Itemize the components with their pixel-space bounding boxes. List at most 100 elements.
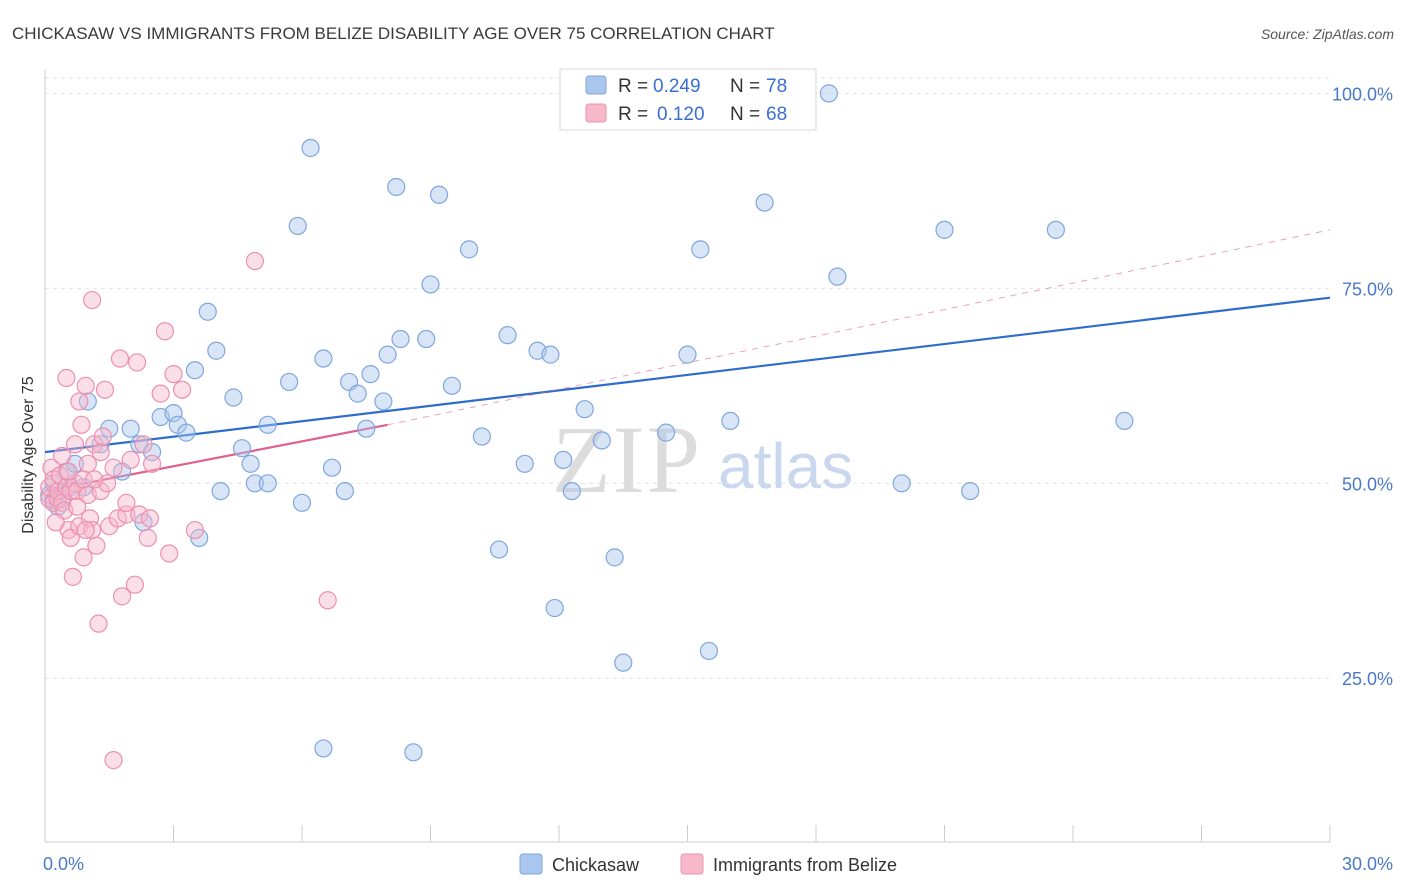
point-chickasaw-37 — [314, 739, 333, 758]
point-chickasaw-32 — [280, 372, 299, 392]
top-legend: R = 0.249 N = 78 R = 0.120 N = 68 — [559, 68, 817, 131]
bottom-legend-label-chickasaw: Chickasaw — [552, 855, 640, 875]
point-chickasaw-30 — [258, 415, 277, 434]
point-chickasaw-36 — [314, 349, 333, 368]
point-chickasaw-71 — [721, 411, 740, 431]
point-belize-35 — [93, 427, 112, 446]
x-tick-labels: 0.0% 30.0% — [43, 854, 1393, 874]
point-chickasaw-54 — [472, 427, 491, 446]
point-chickasaw-68 — [678, 345, 697, 364]
point-belize-66 — [85, 470, 104, 489]
point-chickasaw-23 — [198, 302, 217, 321]
point-belize-65 — [68, 497, 87, 516]
point-chickasaw-57 — [515, 454, 534, 473]
legend-r-label-2: R = — [618, 104, 648, 125]
point-belize-7 — [50, 466, 70, 485]
point-chickasaw-47 — [391, 329, 410, 349]
point-belize-59 — [245, 251, 264, 271]
point-chickasaw-79 — [1046, 220, 1065, 239]
axes — [44, 70, 1331, 843]
point-chickasaw-64 — [592, 431, 611, 450]
legend-r-value-2: 0.120 — [657, 104, 705, 125]
data-points — [40, 84, 1134, 770]
y-tick-label-2: 75.0% — [1342, 279, 1393, 299]
legend-n-label-1: N = — [730, 76, 760, 97]
point-chickasaw-26 — [224, 388, 243, 407]
legend-swatch-belize — [585, 103, 607, 123]
y-axis-label: Disability Age Over 75 — [20, 376, 37, 534]
legend-n-value-1: 78 — [766, 76, 787, 97]
bottom-legend-swatch-belize — [680, 853, 704, 875]
point-chickasaw-50 — [421, 275, 440, 294]
point-chickasaw-41 — [348, 384, 367, 403]
point-belize-28 — [83, 290, 102, 310]
point-belize-63 — [59, 462, 78, 481]
point-belize-53 — [151, 384, 170, 403]
point-belize-46 — [125, 575, 145, 594]
point-chickasaw-35 — [301, 138, 320, 158]
point-belize-23 — [74, 548, 93, 567]
point-chickasaw-45 — [378, 345, 397, 364]
y-tick-label-1: 50.0% — [1342, 474, 1393, 494]
point-belize-16 — [65, 435, 85, 454]
point-belize-24 — [76, 376, 95, 395]
x-tick-label-1: 30.0% — [1342, 854, 1393, 874]
point-chickasaw-59 — [541, 345, 560, 364]
point-belize-15 — [63, 567, 82, 586]
point-belize-42 — [112, 587, 132, 606]
point-chickasaw-18 — [164, 404, 183, 423]
point-chickasaw-24 — [207, 341, 226, 360]
point-chickasaw-72 — [755, 193, 774, 212]
point-belize-33 — [91, 443, 110, 462]
point-belize-11 — [57, 368, 76, 388]
point-chickasaw-21 — [185, 361, 205, 380]
point-chickasaw-48 — [404, 743, 423, 762]
point-belize-67 — [76, 520, 95, 540]
point-chickasaw-56 — [498, 326, 517, 345]
trend-ext-belize — [387, 229, 1331, 426]
point-chickasaw-63 — [575, 400, 594, 419]
point-belize-62 — [46, 513, 65, 532]
point-belize-57 — [172, 380, 192, 399]
point-chickasaw-46 — [387, 177, 406, 197]
point-chickasaw-28 — [241, 454, 260, 473]
watermark: ZIP atlas — [552, 406, 853, 513]
bottom-legend-swatch-chickasaw — [519, 853, 543, 875]
point-chickasaw-42 — [357, 419, 376, 438]
point-belize-39 — [104, 458, 123, 477]
x-tick-label-0: 0.0% — [43, 854, 84, 874]
point-chickasaw-76 — [892, 474, 911, 493]
point-belize-32 — [89, 614, 108, 633]
point-belize-54 — [155, 322, 175, 341]
point-belize-36 — [95, 380, 115, 399]
point-belize-48 — [130, 505, 149, 524]
point-chickasaw-53 — [459, 240, 479, 259]
point-belize-47 — [127, 353, 147, 372]
point-belize-60 — [318, 591, 337, 610]
y-tick-labels: 25.0% 50.0% 75.0% 100.0% — [1332, 84, 1393, 689]
point-chickasaw-80 — [1115, 411, 1134, 431]
point-belize-51 — [140, 509, 160, 528]
point-belize-44 — [117, 493, 136, 512]
point-belize-27 — [80, 509, 100, 528]
point-chickasaw-61 — [554, 450, 573, 469]
point-belize-19 — [70, 392, 89, 411]
bottom-legend-label-belize: Immigrants from Belize — [713, 855, 897, 875]
point-chickasaw-60 — [545, 598, 564, 618]
point-belize-31 — [87, 536, 106, 555]
y-tick-label-0: 25.0% — [1342, 669, 1393, 689]
point-chickasaw-65 — [605, 548, 624, 567]
trend-belize — [44, 423, 388, 493]
bottom-legend: Chickasaw Immigrants from Belize — [519, 853, 897, 875]
point-chickasaw-49 — [417, 329, 436, 349]
point-belize-41 — [110, 349, 130, 368]
point-chickasaw-69 — [691, 240, 710, 259]
point-chickasaw-43 — [361, 365, 380, 384]
point-belize-58 — [185, 520, 205, 540]
point-chickasaw-78 — [961, 481, 980, 501]
point-belize-38 — [104, 751, 123, 770]
point-chickasaw-62 — [562, 481, 581, 501]
point-chickasaw-29 — [245, 474, 264, 493]
legend-n-value-2: 68 — [766, 104, 787, 125]
